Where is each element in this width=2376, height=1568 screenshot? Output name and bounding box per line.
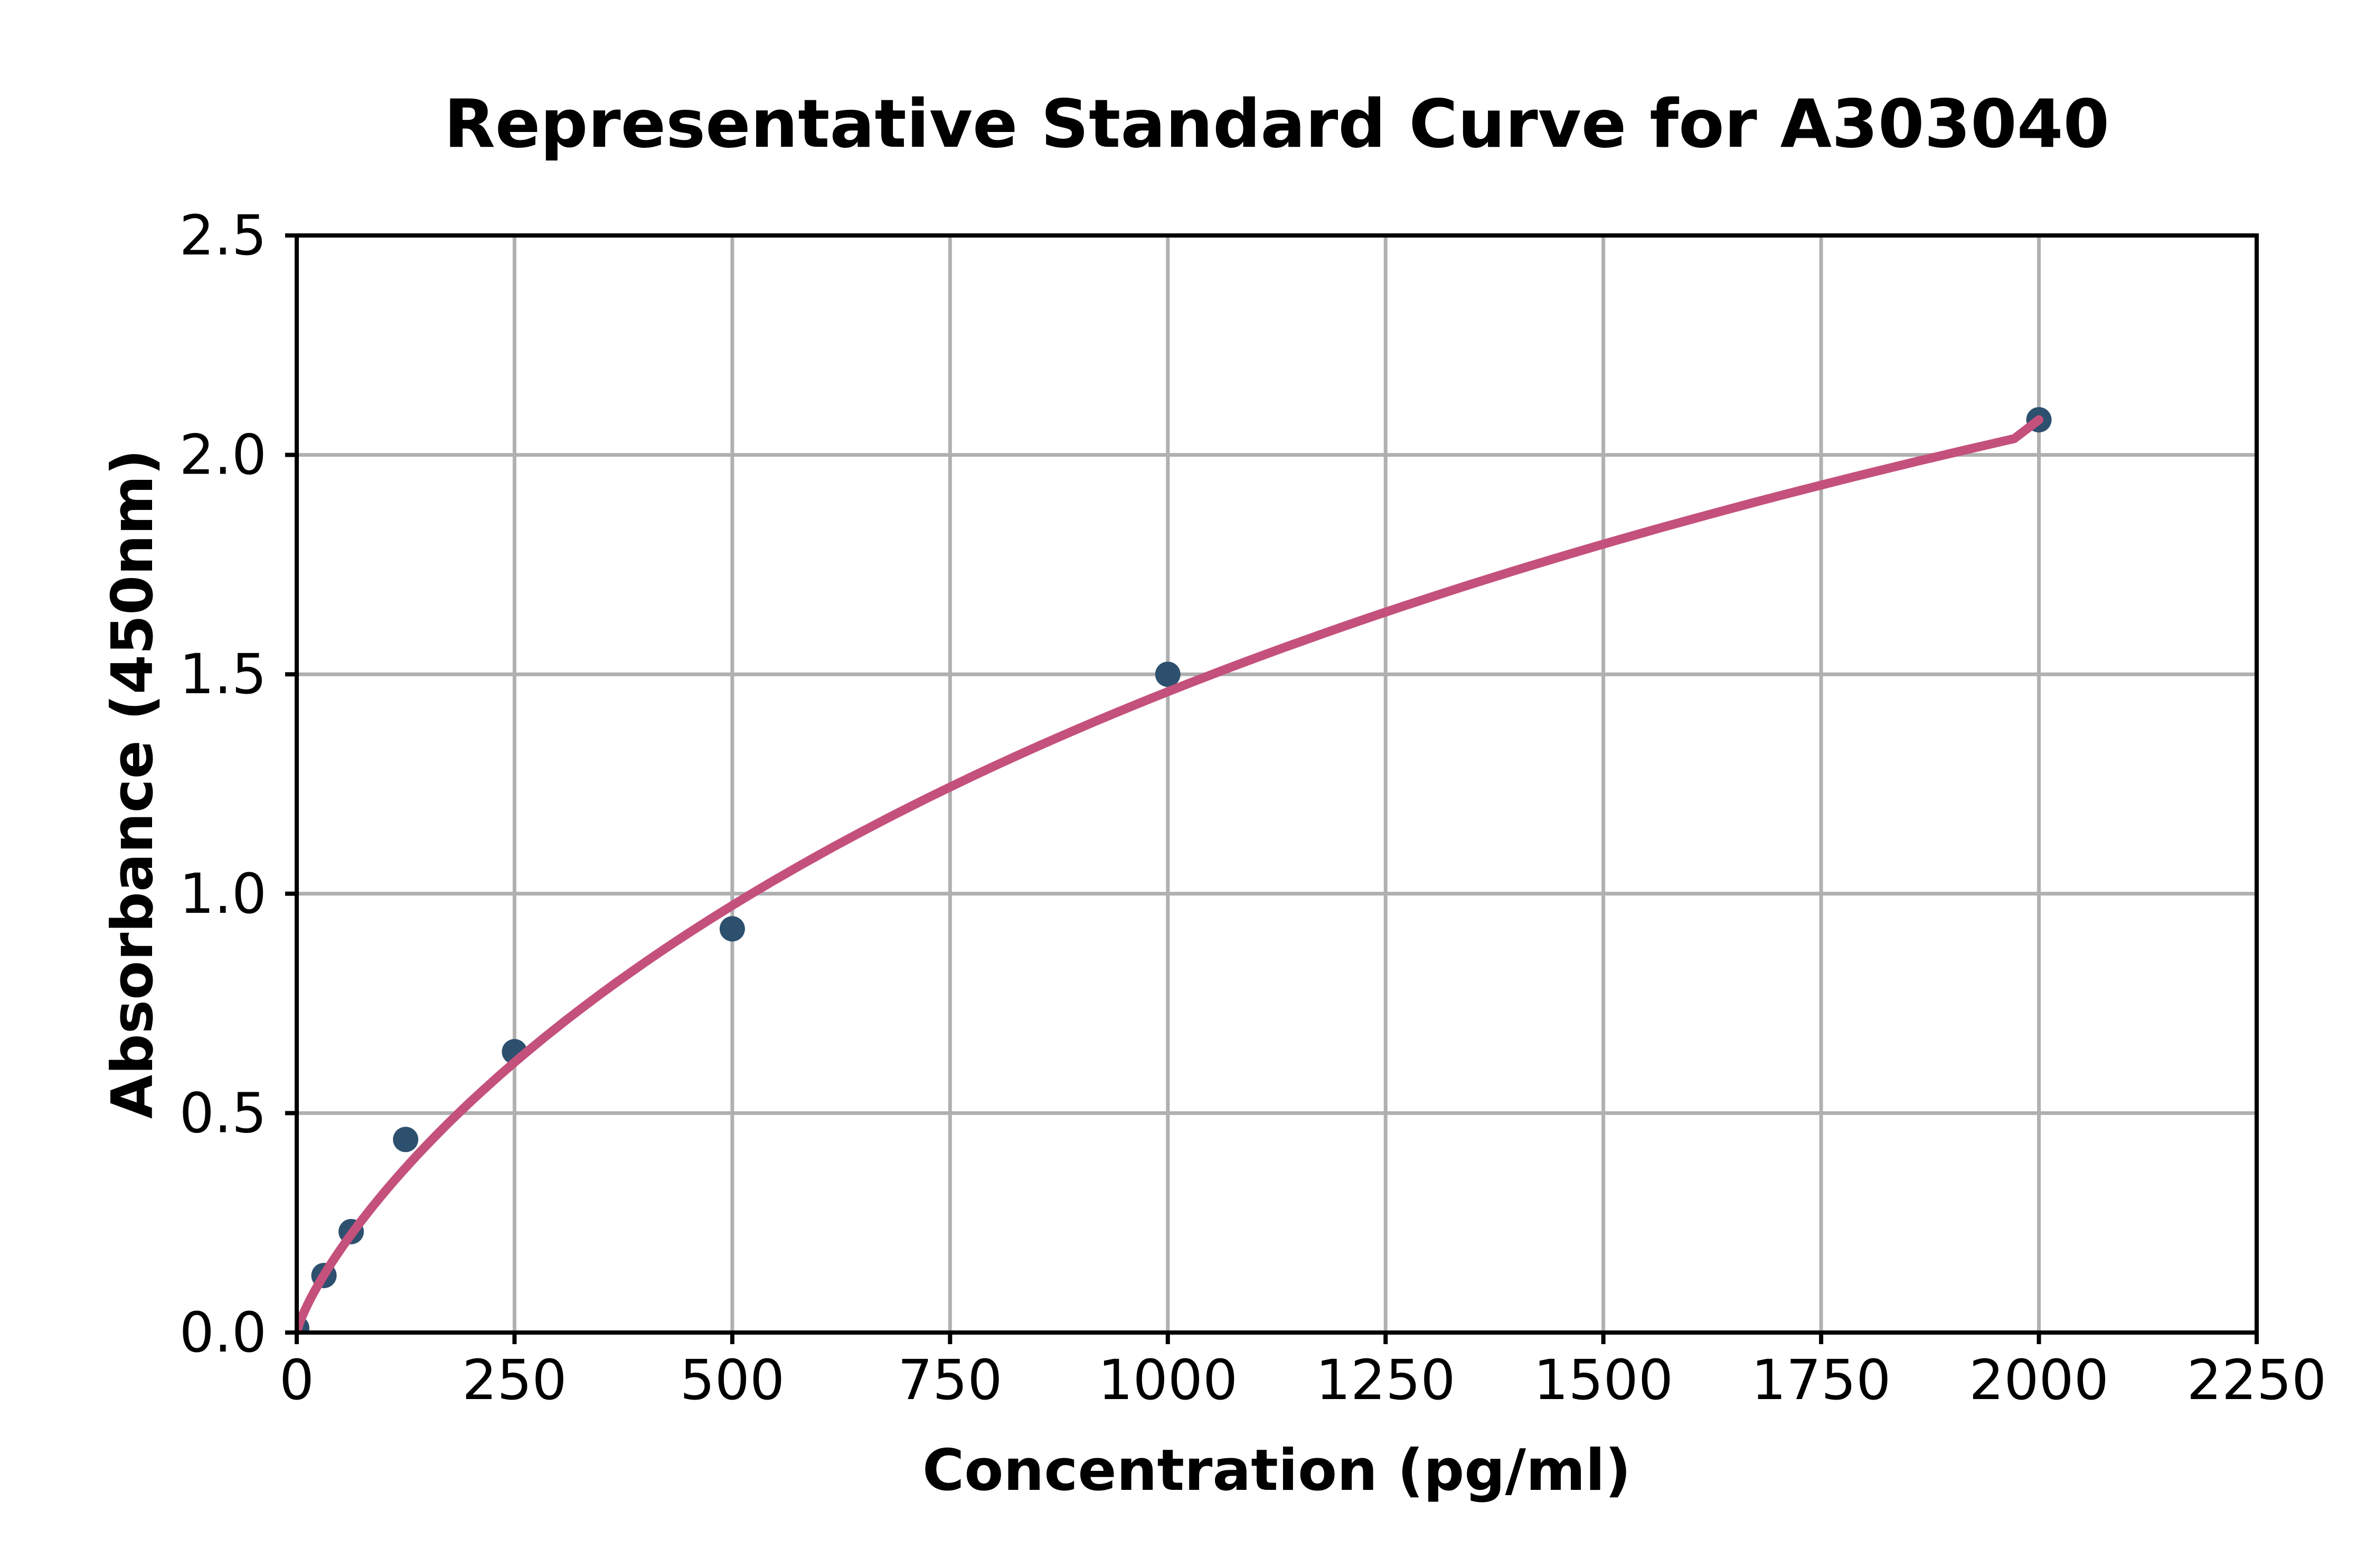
x-tick-label-1000: 1000 [1098, 1348, 1238, 1412]
y-tick-label-2.5: 2.5 [180, 203, 267, 268]
data-point-1000 [1155, 662, 1181, 687]
x-tick-label-0: 0 [279, 1348, 314, 1412]
chart-title: Representative Standard Curve for A30304… [444, 85, 2109, 163]
x-tick-label-500: 500 [680, 1348, 785, 1412]
x-tick-label-750: 750 [898, 1348, 1003, 1412]
x-tick-label-2000: 2000 [1969, 1348, 2109, 1412]
x-axis-label: Concentration (pg/ml) [922, 1438, 1631, 1504]
fitted-curve-path [297, 415, 2044, 1333]
tick-labels: 0 250 500 750 1000 1250 1500 1750 2000 2250 0.0 0.5… [180, 203, 2327, 1412]
x-tick-label-2250: 2250 [2187, 1348, 2327, 1412]
curve-layer [297, 415, 2044, 1333]
y-tick-label-1.5: 1.5 [180, 642, 267, 706]
data-point-500 [719, 916, 745, 942]
x-tick-label-1500: 1500 [1533, 1348, 1673, 1412]
y-axis-label: Absorbance (450nm) [100, 449, 166, 1119]
x-tick-label-1250: 1250 [1316, 1348, 1456, 1412]
tick-marks [285, 233, 2259, 1344]
axes-spines [295, 233, 2259, 1335]
x-tick-label-250: 250 [462, 1348, 567, 1412]
y-tick-label-0.5: 0.5 [180, 1081, 267, 1145]
y-tick-label-2.0: 2.0 [180, 423, 267, 487]
x-tick-label-1750: 1750 [1751, 1348, 1891, 1412]
y-tick-label-1.0: 1.0 [180, 862, 267, 926]
plot-area [297, 235, 2257, 1333]
data-point-125 [393, 1127, 419, 1153]
y-tick-label-0.0: 0.0 [180, 1300, 267, 1365]
